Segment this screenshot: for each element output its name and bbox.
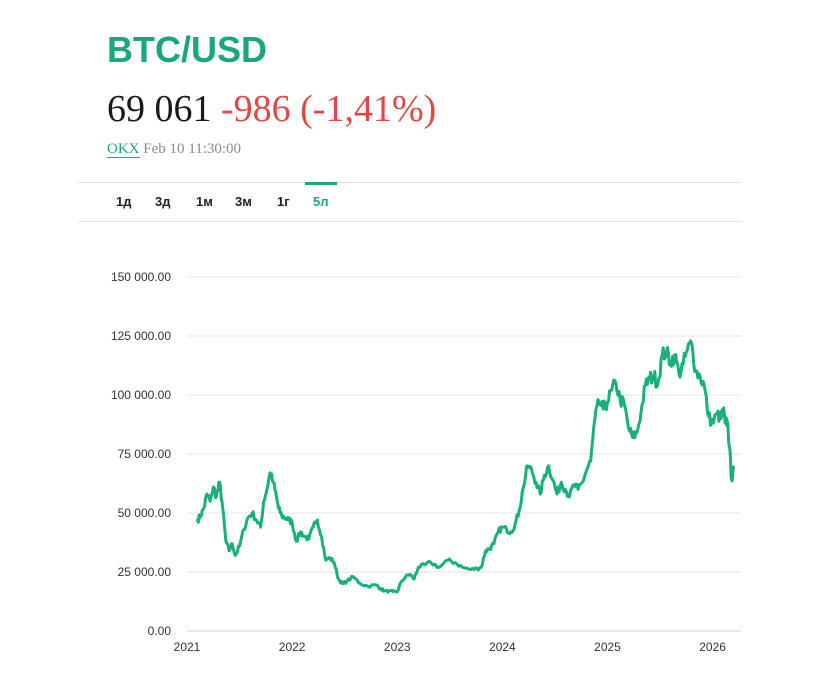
x-tick-label: 2023 [384,640,411,654]
x-tick-label: 2024 [489,640,516,654]
series-line [196,339,736,594]
tab-1d[interactable]: 1д [116,194,132,209]
page-title: BTC/USD [107,29,267,70]
x-tick-label: 2025 [594,640,621,654]
exchange-link[interactable]: OKX [107,141,140,158]
tab-3d[interactable]: 3д [155,194,171,209]
current-price: 69 061 [107,88,212,130]
source-row: OKX Feb 10 11:30:00 [107,139,241,159]
y-tick-label: 125 000.00 [111,329,171,343]
y-tick-label: 50 000.00 [118,506,172,520]
y-tick-label: 25 000.00 [118,565,172,579]
tab-1y[interactable]: 1г [277,194,290,209]
y-tick-label: 0.00 [148,624,172,638]
quote-timestamp: Feb 10 11:30:00 [143,141,242,157]
tab-5y[interactable]: 5л [305,182,336,221]
price-row: 69 061 -986 (-1,41%) [107,84,436,134]
x-tick-label: 2026 [699,640,726,654]
tab-1m[interactable]: 1м [196,194,213,209]
x-tick-label: 2021 [174,640,201,654]
tab-3m[interactable]: 3м [235,194,252,209]
y-tick-label: 150 000.00 [111,270,171,284]
x-tick-label: 2022 [279,640,306,654]
y-tick-label: 75 000.00 [118,447,172,461]
price-change: -986 (-1,41%) [221,88,437,130]
y-tick-label: 100 000.00 [111,388,171,402]
period-tabs: 1д 3д 1м 3м 1г 5л [78,182,742,222]
